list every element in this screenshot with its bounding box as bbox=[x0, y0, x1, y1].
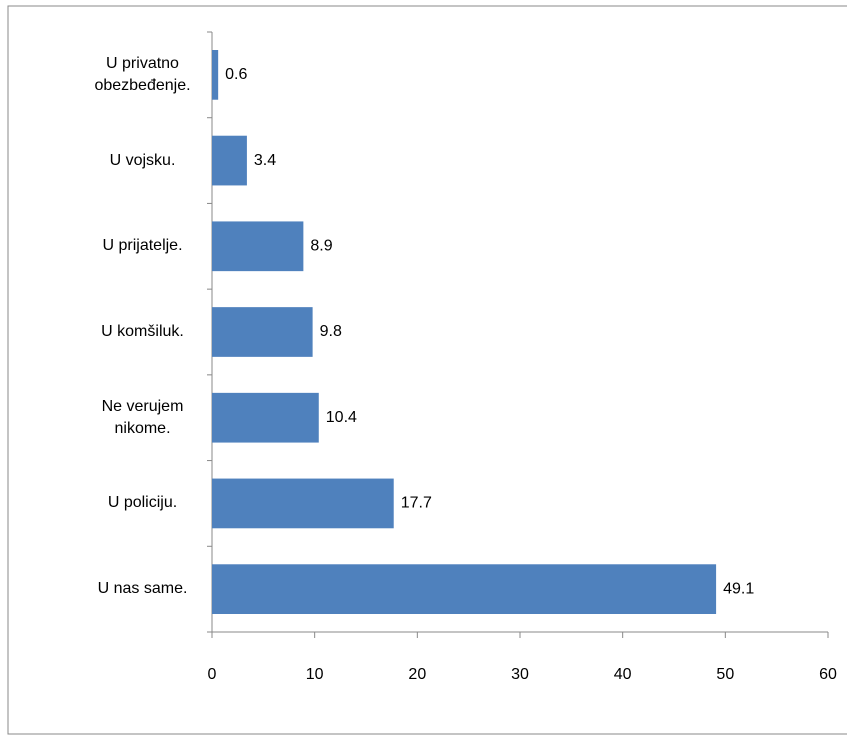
bar bbox=[212, 478, 394, 529]
bar bbox=[212, 135, 247, 186]
y-tick-label: U privatno obezbeđenje. bbox=[94, 54, 191, 94]
bar bbox=[212, 392, 319, 443]
y-tick-label: U policiju. bbox=[107, 494, 178, 512]
value-label: 49.1 bbox=[723, 580, 754, 597]
y-tick-label: U nas same. bbox=[97, 580, 188, 598]
value-label: 0.6 bbox=[225, 66, 247, 83]
x-tick-label: 30 bbox=[511, 666, 529, 683]
y-tick-label: U prijatelje. bbox=[102, 237, 183, 255]
bar bbox=[212, 50, 219, 100]
bar bbox=[212, 221, 304, 272]
value-label: 17.7 bbox=[401, 495, 432, 512]
value-label: 10.4 bbox=[326, 409, 357, 426]
bar bbox=[212, 307, 313, 357]
bar bbox=[212, 564, 717, 614]
y-tick-label: Ne verujem nikome. bbox=[101, 397, 184, 437]
value-label: 3.4 bbox=[254, 152, 276, 169]
x-tick-label: 10 bbox=[306, 666, 324, 683]
x-tick-label: 20 bbox=[408, 666, 426, 683]
x-tick-label: 50 bbox=[716, 666, 734, 683]
x-tick-label: 40 bbox=[614, 666, 632, 683]
chart-frame bbox=[7, 5, 847, 735]
value-label: 8.9 bbox=[310, 238, 332, 255]
value-label: 9.8 bbox=[320, 323, 342, 340]
y-tick-label: U vojsku. bbox=[109, 151, 176, 169]
x-tick-label: 0 bbox=[208, 666, 217, 683]
y-tick-label: U komšiluk. bbox=[101, 323, 184, 340]
x-tick-label: 60 bbox=[819, 666, 837, 683]
